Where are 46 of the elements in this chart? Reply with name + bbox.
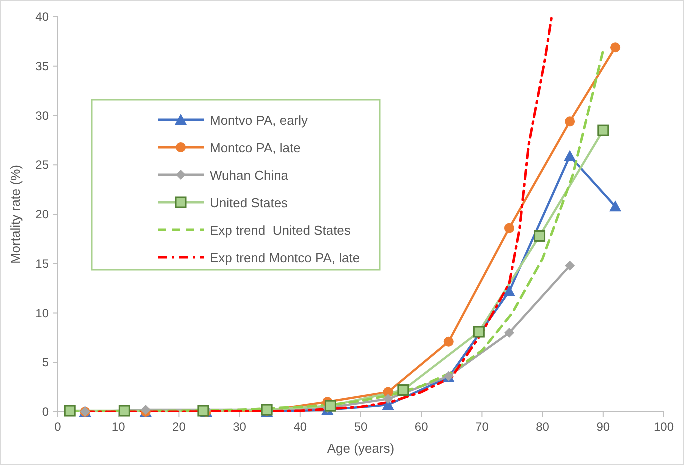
x-tick-label: 60 (414, 420, 429, 434)
point (504, 328, 514, 338)
point (565, 116, 576, 127)
y-tick-label: 25 (36, 158, 50, 172)
legend-label: Montco PA, late (210, 140, 301, 156)
x-tick-label: 90 (596, 420, 610, 434)
point (564, 150, 576, 162)
y-tick-label: 20 (36, 208, 50, 222)
point (118, 405, 130, 417)
y-tick-label: 5 (42, 356, 50, 370)
x-tick-label: 80 (536, 420, 550, 434)
point (610, 200, 622, 212)
point (598, 124, 610, 136)
y-tick-label: 15 (36, 256, 50, 271)
y-tick-label: 0 (42, 405, 50, 419)
y-axis-title: Mortality rate (%) (8, 165, 23, 264)
point (565, 260, 576, 271)
y-tick-label: 35 (36, 59, 50, 74)
y-tick-label: 10 (36, 306, 50, 320)
point (398, 384, 410, 396)
point (473, 326, 485, 338)
point (444, 336, 454, 347)
x-tick-label: 20 (172, 420, 186, 434)
point (64, 405, 76, 417)
point (503, 286, 516, 297)
legend-label: Wuhan China (210, 168, 290, 183)
legend-label: United States (210, 196, 289, 210)
y-tick-label: 30 (36, 108, 50, 123)
x-tick-label: 10 (112, 420, 126, 434)
x-tick-label: 0 (54, 420, 62, 434)
point (610, 42, 621, 53)
legend-label: Exp trend United States (210, 223, 352, 238)
point (383, 394, 394, 404)
x-axis-title: Age (years) (327, 441, 395, 456)
x-tick-label: 40 (294, 420, 308, 434)
point (504, 223, 514, 234)
y-tick-label: 40 (36, 10, 50, 24)
legend-label: Exp trend Montco PA, late (210, 250, 360, 266)
point (324, 400, 336, 412)
x-tick-label: 50 (354, 420, 368, 434)
x-tick-label: 100 (654, 420, 674, 434)
x-tick-label: 70 (476, 420, 490, 434)
point (534, 230, 546, 242)
x-tick-label: 30 (233, 420, 247, 434)
point (198, 405, 210, 417)
legend-label: Montvo PA, early (210, 113, 309, 128)
